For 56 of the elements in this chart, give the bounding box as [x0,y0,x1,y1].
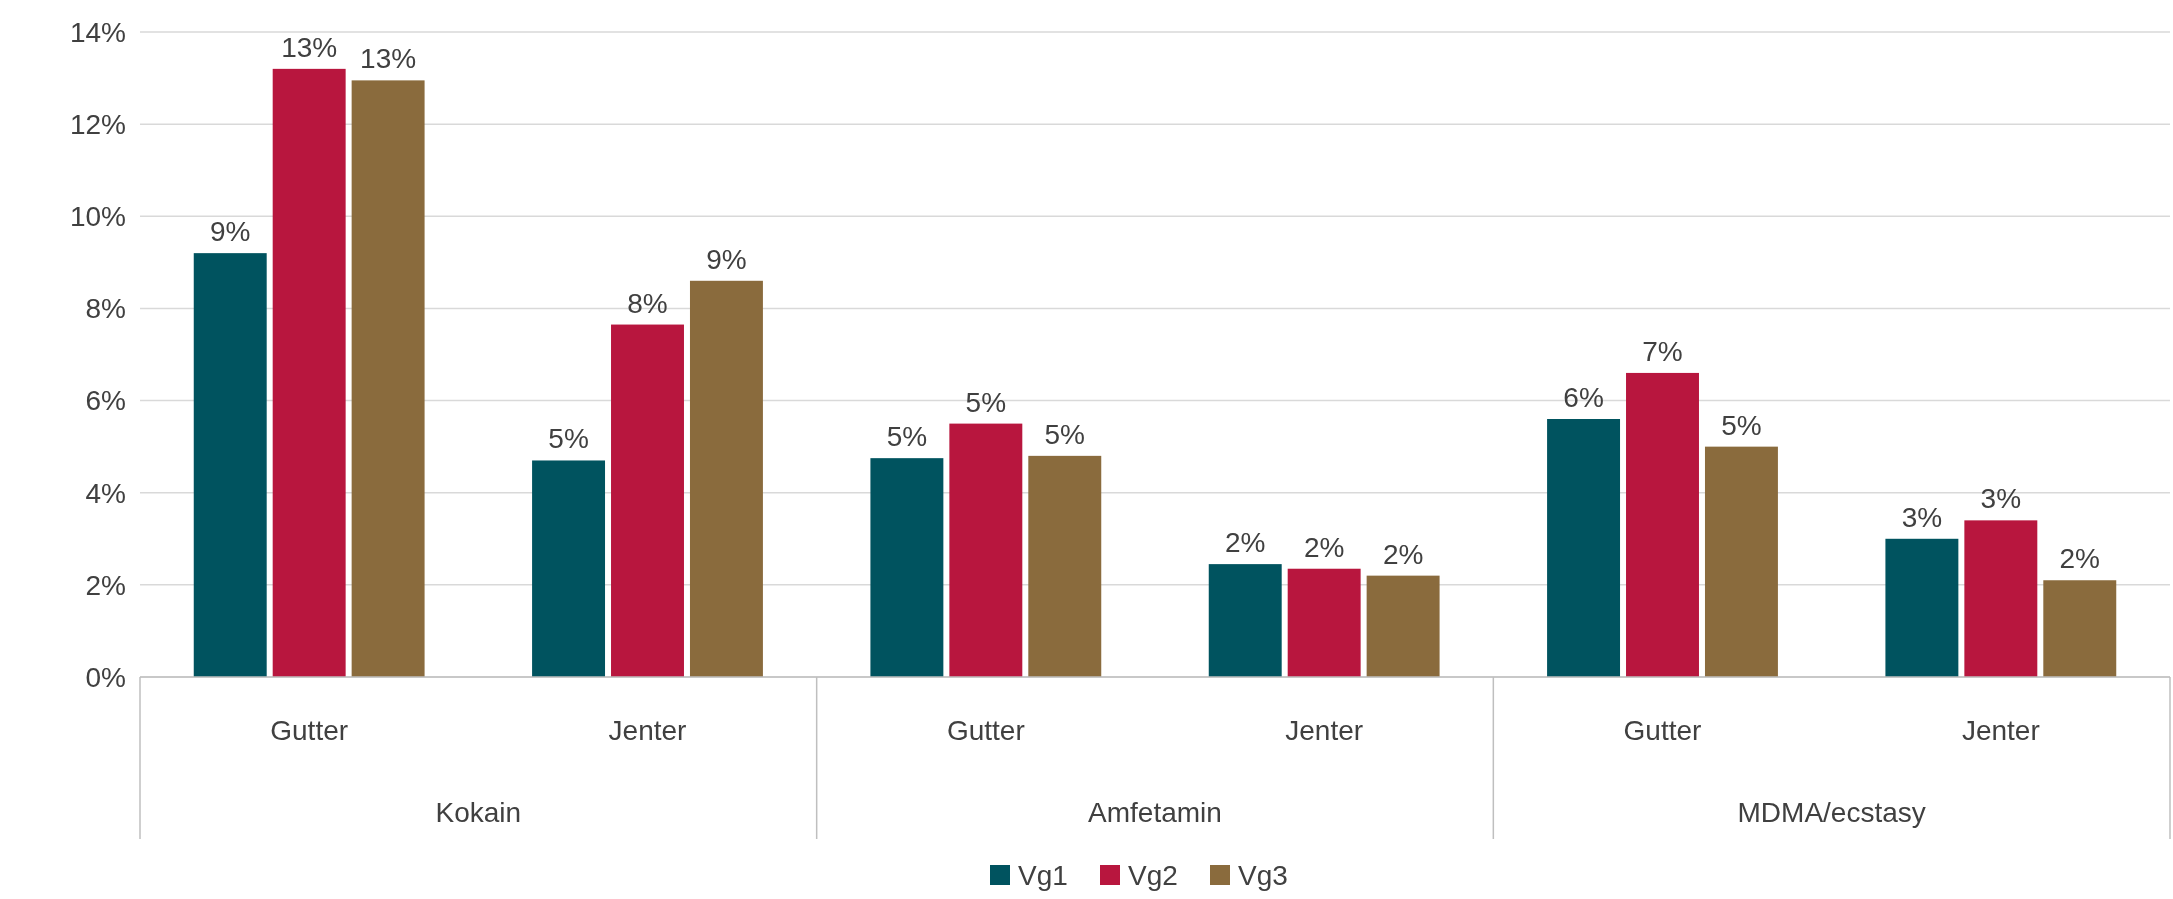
data-label: 8% [627,287,668,319]
bar [2043,580,2117,677]
legend-label: Vg3 [1238,860,1288,891]
data-label: 5% [886,421,928,453]
bar [1626,372,1699,677]
legend-label: Vg1 [1018,860,1068,891]
data-label: 9% [706,243,747,275]
data-label: 5% [1721,409,1762,441]
y-tick-label: 10% [69,201,126,233]
bar [1885,538,1959,677]
y-tick-label: 4% [85,477,126,509]
bar [193,253,267,677]
bar [351,80,425,677]
data-label: 5% [965,386,1007,418]
y-tick-label: 0% [85,661,126,693]
data-label: 6% [1563,382,1604,413]
y-tick-label: 2% [85,569,126,601]
bar [1704,446,1778,677]
data-label: 13% [360,43,417,75]
x-tick-label: Gutter [1623,715,1702,746]
text: MDMA/ecstasy [1737,797,1926,828]
data-label: 9% [209,216,251,248]
data-label: 2% [2059,543,2101,575]
data-label: 2% [1303,531,1345,563]
bar [689,280,763,677]
bar [1287,568,1361,677]
bar [870,458,944,677]
data-label: 2% [1382,538,1424,570]
bar [1028,455,1102,677]
data-label: 2% [1224,527,1266,559]
text: Amfetamin [1088,797,1222,828]
bar [1366,575,1440,677]
bar [1547,419,1621,677]
data-label: 7% [1642,335,1683,367]
text: Kokain [435,797,522,828]
x-tick-label: Jenter [1961,715,2040,746]
x-tick-label: Jenter [608,715,687,746]
data-label: 5% [548,423,589,455]
bar [532,460,606,677]
data-label: 5% [1044,418,1086,450]
bar [1964,520,2038,677]
bar [949,423,1023,677]
y-tick-label: 12% [69,108,126,140]
y-tick-label: 8% [85,293,126,325]
y-tick-label: 6% [85,385,126,417]
data-label: 3% [1901,501,1943,533]
x-tick-label: Gutter [270,715,349,746]
bar [611,324,684,677]
bar [1208,564,1282,677]
legend-label: Vg2 [1128,860,1178,891]
bar [272,68,346,677]
data-label: 3% [1980,483,2022,515]
x-tick-label: Gutter [946,715,1025,746]
data-label: 13% [281,31,338,63]
y-tick-label: 14% [69,16,126,48]
x-tick-label: Jenter [1285,715,1364,746]
